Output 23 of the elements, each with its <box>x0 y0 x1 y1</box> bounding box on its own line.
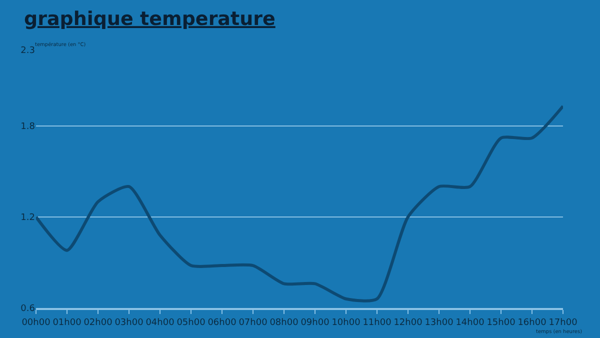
x-tick-label: 02h00 <box>84 318 113 328</box>
x-tick-label: 16h00 <box>518 318 547 328</box>
x-tick-label: 13h00 <box>424 318 454 328</box>
x-tick-label: 00h00 <box>22 318 51 328</box>
x-tick-label: 09h00 <box>300 318 330 328</box>
x-tick-label: 11h00 <box>362 318 392 328</box>
x-tick-label: 10h00 <box>332 318 361 328</box>
x-tick-label: 03h00 <box>114 318 144 328</box>
y-tick-label: 1.2 <box>20 213 35 224</box>
x-tick-label: 12h00 <box>394 318 423 328</box>
x-tick-label: 06h00 <box>208 318 237 328</box>
chart-title: graphique temperature <box>24 8 276 30</box>
x-tick-label: 07h00 <box>238 318 268 328</box>
y-tick-label: 0.6 <box>20 304 36 314</box>
x-tick-label: 01h00 <box>52 318 82 328</box>
x-tick-label: 15h00 <box>486 318 516 328</box>
x-tick-label: 14h00 <box>456 318 485 328</box>
x-tick-label: 04h00 <box>146 318 175 328</box>
y-tick-label: 2.3 <box>20 46 35 56</box>
x-tick-label: 17h00 <box>548 318 578 328</box>
y-tick-label: 1.8 <box>20 122 36 132</box>
x-tick-label: 05h00 <box>176 318 206 328</box>
x-tick-label: 08h00 <box>270 318 299 328</box>
